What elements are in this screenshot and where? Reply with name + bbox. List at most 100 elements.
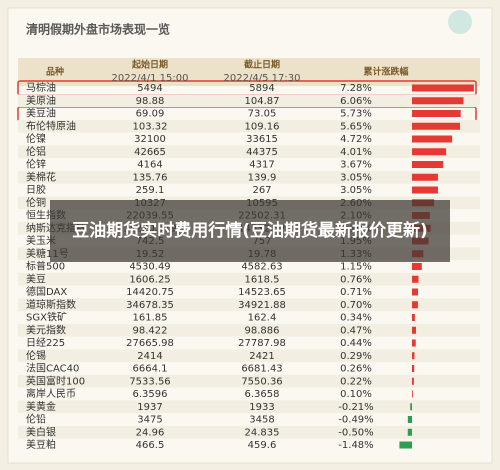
change-bar [412, 110, 461, 117]
cell: -0.21% [338, 402, 373, 413]
cell: 24.835 [245, 427, 280, 438]
cell: 4317 [249, 160, 274, 171]
cell: 美豆油 [26, 107, 56, 120]
cell: 1606.25 [129, 274, 170, 285]
column-header: 截止日期 [244, 59, 280, 71]
change-bar [412, 314, 415, 321]
cell: 3475 [137, 415, 162, 426]
cell: 英国富时100 [26, 374, 85, 387]
cell: 7533.56 [129, 376, 170, 387]
change-bar [412, 377, 414, 385]
change-bar [412, 339, 416, 347]
change-bar [412, 148, 447, 156]
row-stripe [18, 170, 480, 184]
cell: 日经225 [26, 336, 65, 349]
row-stripe [18, 374, 480, 388]
cell: 伦铜 [26, 196, 46, 209]
cell: 5.73% [340, 109, 372, 120]
change-bar [412, 263, 422, 270]
column-date: 2022/4/1 15:00 [112, 73, 189, 84]
change-bar [412, 161, 444, 168]
change-bar [399, 441, 412, 449]
cell: 27787.98 [238, 338, 286, 349]
cell: 44375 [246, 147, 278, 158]
cell: 布伦特原油 [26, 119, 76, 132]
cell: 32100 [134, 134, 166, 145]
row-stripe [18, 298, 480, 312]
cell: 139.9 [248, 172, 277, 183]
cell: 马棕油 [26, 81, 56, 94]
cell: 103.32 [133, 121, 168, 132]
cell: 伦铅 [26, 413, 46, 426]
change-bar [412, 390, 413, 398]
cell: 98.886 [245, 325, 280, 336]
change-bar [412, 288, 419, 296]
umbrella-icon [448, 10, 472, 34]
change-bar [412, 275, 419, 283]
cell: 161.85 [133, 313, 168, 324]
cell: 73.05 [248, 109, 277, 120]
column-header: 累计涨跌幅 [363, 66, 408, 78]
cell: 0.10% [340, 389, 372, 400]
row-stripe [18, 272, 480, 286]
cell: 日胶 [26, 183, 46, 196]
title: 清明假期外盘市场表现一览 [26, 22, 170, 37]
cell: 离岸人民币 [26, 387, 76, 400]
cell: 4582.63 [241, 262, 282, 273]
row-stripe [18, 145, 480, 159]
change-bar [412, 352, 415, 360]
cell: 0.44% [340, 338, 372, 349]
cell: 1618.5 [245, 274, 280, 285]
cell: 德国DAX [26, 285, 67, 298]
cell: 7550.36 [241, 376, 282, 387]
cell: 459.6 [248, 440, 277, 451]
cell: 6.3596 [133, 389, 168, 400]
cell: 美豆粕 [26, 438, 56, 451]
cell: 104.87 [245, 96, 280, 107]
cell: 0.34% [340, 313, 372, 324]
cell: 6664.1 [133, 364, 168, 375]
cell: 33615 [246, 134, 278, 145]
cell: 98.422 [133, 325, 168, 336]
cell: 162.4 [248, 313, 277, 324]
row-stripe [18, 94, 480, 108]
cell: 2414 [137, 351, 162, 362]
row-stripe [18, 400, 480, 414]
banner: 豆油期货实时费用行情(豆油期货最新报价更新) [50, 200, 450, 262]
cell: 0.26% [340, 364, 372, 375]
cell: 27665.98 [126, 338, 174, 349]
cell: 98.88 [136, 96, 165, 107]
cell: 1.15% [340, 262, 372, 273]
cell: 法国CAC40 [26, 362, 79, 375]
cell: 3.67% [340, 160, 372, 171]
cell: 109.16 [245, 121, 280, 132]
cell: 伦铝 [26, 145, 46, 158]
change-bar [412, 173, 438, 181]
cell: 伦锌 [26, 158, 46, 171]
cell: 美豆 [26, 272, 46, 285]
cell: 267 [252, 185, 271, 196]
cell: 0.29% [340, 351, 372, 362]
cell: 4.01% [340, 147, 372, 158]
cell: 42665 [134, 147, 166, 158]
cell: SGX铁矿 [26, 311, 67, 324]
cell: 5894 [249, 83, 274, 94]
cell: 美元指数 [26, 323, 66, 336]
cell: 466.5 [136, 440, 165, 451]
cell: 34678.35 [126, 300, 174, 311]
change-bar [412, 135, 453, 143]
cell: 24.96 [136, 427, 165, 438]
change-bar [412, 365, 415, 372]
column-header: 起始日期 [131, 59, 168, 71]
cell: 美原油 [26, 94, 56, 107]
cell: 伦镍 [26, 132, 46, 145]
change-bar [412, 326, 416, 334]
cell: 标普500 [26, 260, 65, 273]
row-stripe [18, 425, 480, 439]
cell: 6.06% [340, 96, 372, 107]
cell: 135.76 [133, 172, 168, 183]
cell: 道琼斯指数 [26, 298, 76, 311]
cell: 1933 [249, 402, 274, 413]
change-bar [410, 403, 412, 411]
cell: 0.47% [340, 325, 372, 336]
